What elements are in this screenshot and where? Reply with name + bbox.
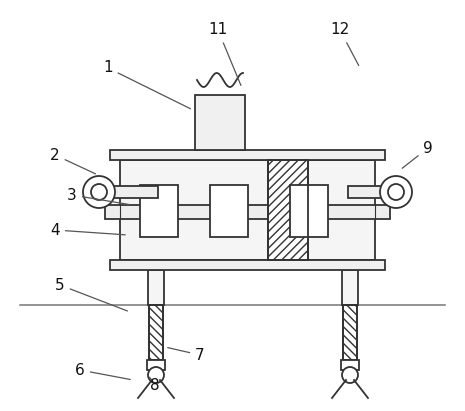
Bar	[343, 305, 357, 360]
Bar	[149, 305, 163, 360]
Text: 5: 5	[55, 277, 127, 311]
Text: 8: 8	[150, 377, 160, 393]
Circle shape	[388, 184, 404, 200]
Text: 1: 1	[103, 60, 191, 109]
Bar	[195, 95, 245, 150]
Text: 9: 9	[402, 141, 433, 168]
Bar	[147, 360, 165, 370]
Text: 11: 11	[208, 23, 241, 85]
Circle shape	[342, 367, 358, 383]
Circle shape	[91, 184, 107, 200]
Circle shape	[380, 176, 412, 208]
Text: 2: 2	[50, 148, 95, 174]
Bar	[113, 186, 158, 198]
Bar	[290, 185, 328, 237]
Bar	[341, 360, 359, 370]
Text: 12: 12	[330, 23, 359, 65]
Bar	[110, 260, 385, 270]
Circle shape	[148, 367, 164, 383]
Bar	[343, 305, 357, 360]
Text: 4: 4	[50, 222, 125, 238]
Text: 3: 3	[67, 187, 129, 205]
Text: 6: 6	[75, 363, 130, 379]
Bar	[268, 160, 308, 260]
Bar	[210, 185, 248, 237]
Bar	[105, 205, 390, 219]
Bar	[348, 186, 382, 198]
Circle shape	[83, 176, 115, 208]
Text: 7: 7	[168, 347, 205, 363]
Bar	[268, 160, 308, 260]
Bar	[148, 270, 164, 305]
Bar	[140, 185, 178, 237]
Bar	[120, 160, 375, 260]
Bar	[149, 305, 163, 360]
Bar	[110, 150, 385, 160]
Bar	[342, 270, 358, 305]
